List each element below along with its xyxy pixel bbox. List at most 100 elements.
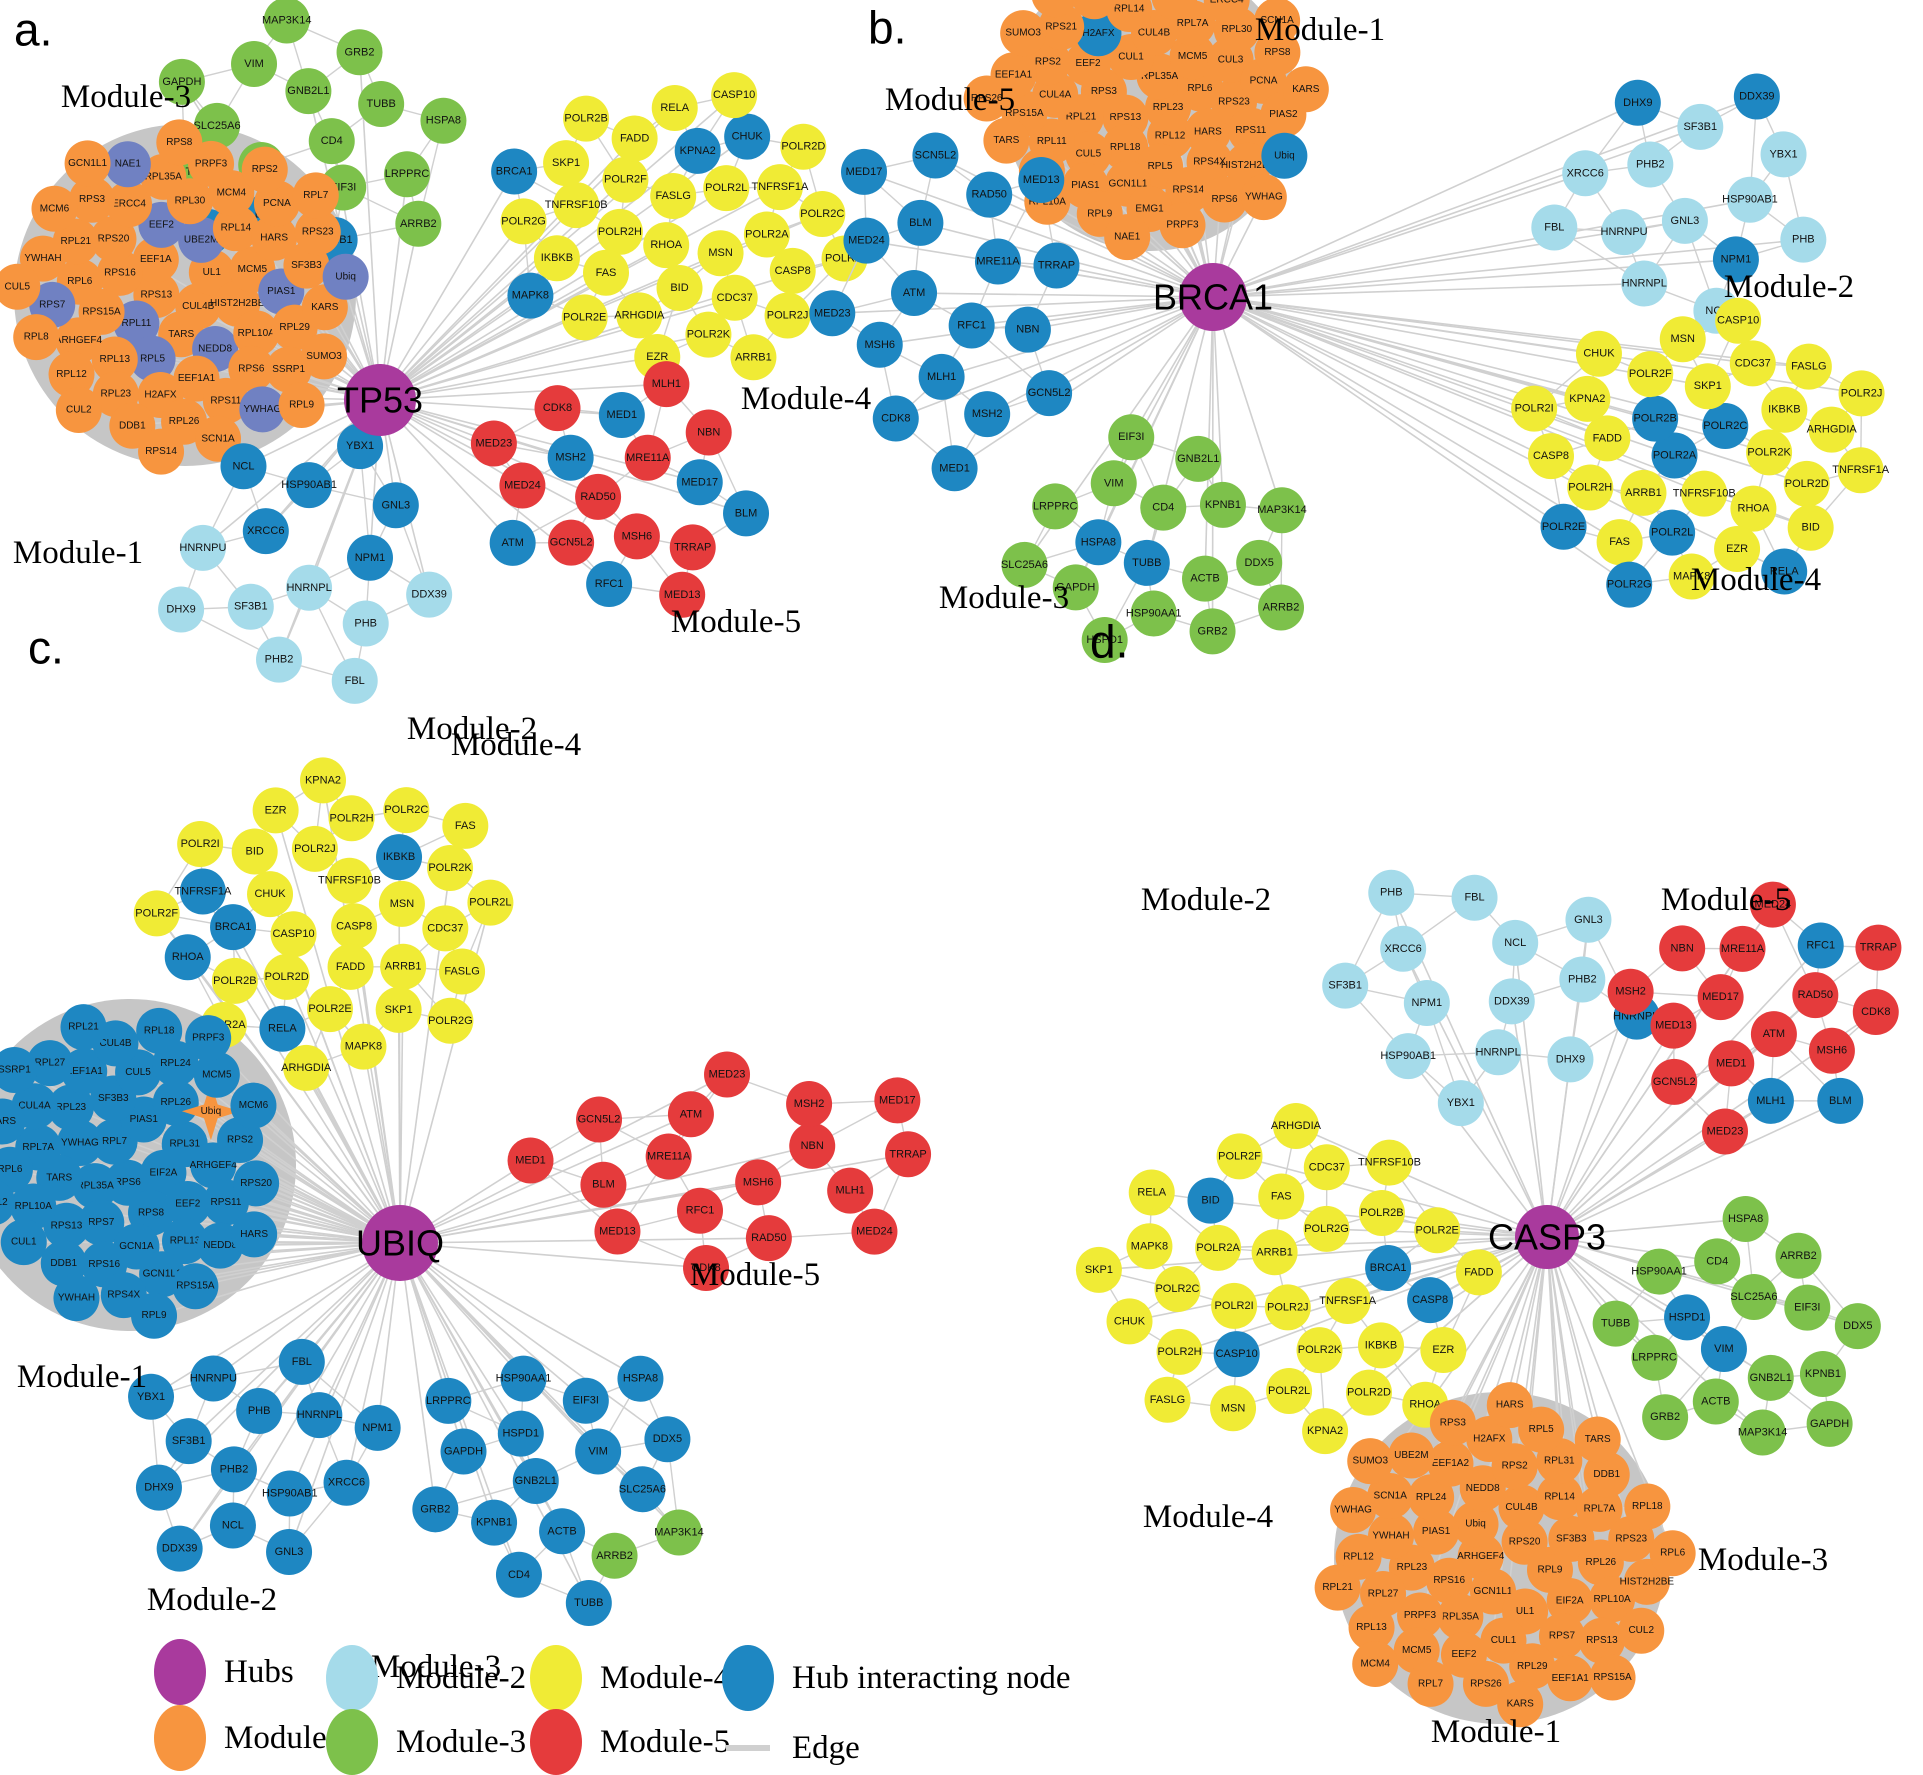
node-RPS13 — [1578, 1617, 1625, 1664]
node-POLR2F — [1216, 1133, 1263, 1180]
node-RPL21 — [60, 1004, 107, 1051]
node-HARS — [1486, 1382, 1533, 1429]
node-MED17 — [676, 459, 723, 506]
node-RELA — [259, 1005, 306, 1052]
node-BID — [231, 828, 278, 875]
node-EZR — [1714, 525, 1761, 572]
node-ARRB2 — [1258, 584, 1305, 631]
node-RPS23 — [294, 209, 341, 256]
hub-edge — [1212, 296, 1808, 485]
node-FAS — [442, 802, 489, 849]
node-NBN — [789, 1122, 836, 1169]
node-CDK8 — [872, 395, 919, 442]
node-EEF1A1 — [1547, 1655, 1594, 1702]
node-RPL26 — [1032, 0, 1077, 18]
node-NAE1 — [104, 141, 151, 188]
node-TUBB — [565, 1579, 612, 1626]
node-ARRB1 — [1251, 1229, 1298, 1276]
node-HSPA8 — [420, 97, 467, 144]
node-POLR2D — [263, 953, 310, 1000]
node-GCN5L2 — [576, 1096, 623, 1143]
legend-label-module5: Module-5 — [600, 1724, 730, 1760]
module-label-c-module-5: Module-5 — [690, 1257, 820, 1293]
node-ARRB1 — [380, 943, 427, 990]
node-POLR2L — [1649, 509, 1696, 556]
node-POLR2I — [1511, 385, 1558, 432]
node-MED17 — [874, 1077, 921, 1124]
node-MED24 — [843, 217, 890, 264]
hub-edge — [178, 1242, 401, 1550]
hub-node-UBIQ — [362, 1205, 438, 1281]
node-UBE2M — [1071, 0, 1118, 20]
node-ARRB1 — [1620, 469, 1667, 516]
node-POLR2G — [500, 198, 547, 245]
panel-c-nodes: CASP8CASP10TNFRSF10BFADDCHUKMSNPOLR2DPOL… — [0, 757, 932, 1626]
node-BID — [1187, 1177, 1234, 1224]
node-DDX39 — [1488, 978, 1535, 1025]
node-VIM — [1090, 460, 1137, 507]
node-POLR2C — [383, 787, 430, 834]
node-RPL18 — [1102, 124, 1149, 171]
hub-node-BRCA1 — [1179, 263, 1247, 331]
node-NPM1 — [1403, 980, 1450, 1027]
node-HNRNPU — [1601, 209, 1648, 256]
node-MED1 — [598, 391, 645, 438]
node-LRPPRC — [425, 1377, 472, 1424]
node-DDX39 — [156, 1525, 203, 1572]
node-POLR2K — [685, 311, 732, 358]
node-CASP10 — [270, 911, 317, 958]
node-TNFRSF10B — [1366, 1139, 1413, 1186]
node-MED24 — [1749, 881, 1796, 928]
node-YBX1 — [1760, 131, 1807, 178]
hub-edge — [1212, 238, 1804, 298]
node-GNL3 — [372, 482, 419, 529]
node-EEF1A2 — [1427, 1440, 1474, 1487]
node-HNRNPL — [296, 1392, 343, 1439]
node-POLR2C — [1702, 403, 1749, 450]
legend-label-module4: Module-4 — [600, 1660, 730, 1696]
hub-edge — [212, 1242, 401, 1380]
node-MLH1 — [918, 353, 965, 400]
node-CUL2 — [1618, 1607, 1665, 1654]
node-MED1 — [507, 1137, 554, 1184]
node-MCM4 — [1352, 1640, 1399, 1687]
node-GNB2L1 — [512, 1457, 559, 1504]
node-LRPPRC — [384, 151, 431, 198]
legend: Hubs Module-2 Module-4 Hub interacting node… — [154, 1639, 1071, 1775]
hub-edge — [399, 1242, 437, 1510]
node-BRCA1 — [210, 904, 257, 951]
panel-d-nodes: DDX39NPM1NCLHNRNPLXRCC6PHB2HSP90AB1FBLDH… — [1075, 869, 1902, 1728]
node-RPL6 — [0, 1146, 33, 1193]
node-RPS2 — [241, 146, 288, 193]
node-HSPA8 — [1722, 1195, 1769, 1242]
node-HSPA8 — [1075, 519, 1122, 566]
node-POLR2I — [1211, 1282, 1258, 1329]
node-FAS — [1258, 1173, 1305, 1220]
node-TRRAP — [669, 524, 716, 571]
module-label-b-module-5: Module-5 — [885, 82, 1015, 118]
hub-edge — [832, 296, 1214, 315]
module-label-d-module-1: Module-1 — [1431, 1714, 1561, 1750]
node-H2AFX — [1466, 1415, 1513, 1462]
node-FASLG — [1144, 1376, 1191, 1423]
module-label-a-module-1: Module-1 — [13, 535, 143, 571]
node-FADD — [611, 115, 658, 162]
node-CDK8 — [1852, 989, 1899, 1036]
node-RPL7A — [1576, 1485, 1623, 1532]
node-RPL18 — [136, 1007, 183, 1054]
node-RFC1 — [1797, 922, 1844, 969]
node-BRCA1 — [491, 148, 538, 195]
node-YWHAG — [1330, 1486, 1377, 1533]
hub-edge — [1295, 1125, 1548, 1238]
node-HNRNPL — [286, 564, 333, 611]
hub-edge — [1204, 296, 1214, 579]
node-FADD — [1584, 415, 1631, 462]
node-GCN5L2 — [1026, 370, 1073, 417]
node-FAS — [583, 249, 630, 296]
hub-edge — [1546, 1218, 1746, 1238]
node-HNRNPU — [179, 524, 226, 571]
node-FBL — [278, 1338, 325, 1385]
node-RPL10A — [1589, 1576, 1636, 1623]
node-MED13 — [659, 571, 706, 618]
